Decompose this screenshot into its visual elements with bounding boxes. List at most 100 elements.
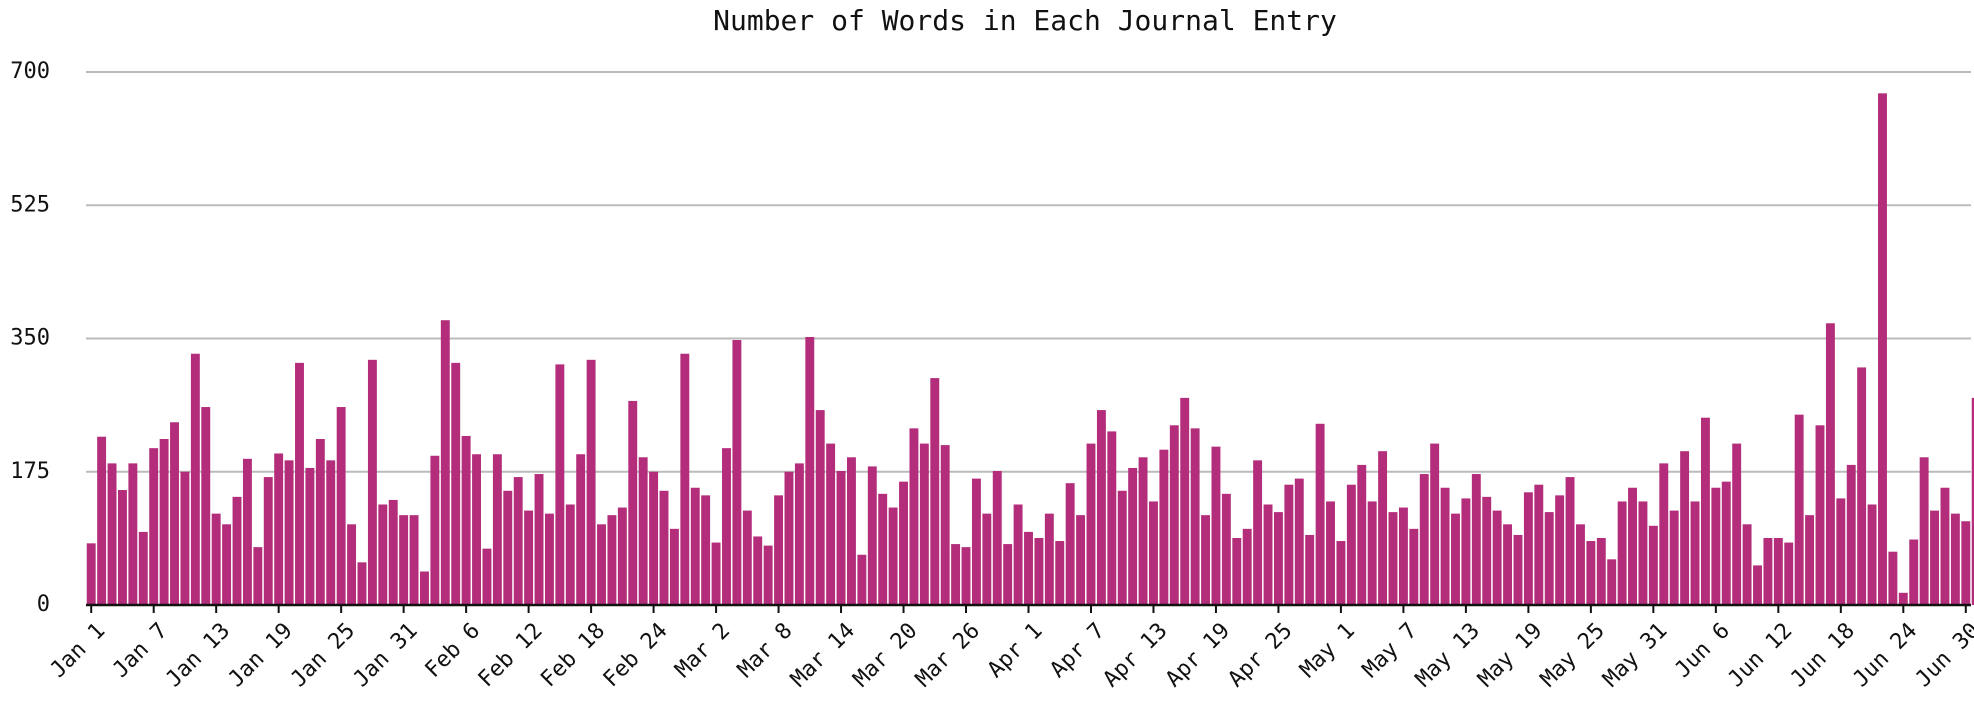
bar xyxy=(1190,428,1200,605)
bar xyxy=(846,457,856,605)
bar xyxy=(430,455,440,605)
bar xyxy=(669,528,679,605)
bar xyxy=(295,362,304,605)
bar xyxy=(711,542,721,605)
bar xyxy=(1617,501,1627,605)
bar xyxy=(878,493,888,605)
bar xyxy=(1909,539,1919,605)
bar xyxy=(1273,512,1283,605)
bar xyxy=(1211,446,1221,605)
bar xyxy=(690,487,700,605)
bar xyxy=(263,477,273,605)
bar xyxy=(1284,484,1294,605)
bar xyxy=(524,510,534,605)
bar xyxy=(888,507,898,605)
bar xyxy=(107,463,117,605)
bar xyxy=(1398,507,1408,605)
bar xyxy=(1784,542,1794,605)
bar xyxy=(1149,501,1158,605)
bar xyxy=(1232,537,1242,605)
bar xyxy=(1680,451,1690,605)
x-tick-label: Apr 1 xyxy=(983,618,1048,683)
bar xyxy=(680,353,690,605)
bar xyxy=(607,515,617,605)
bar xyxy=(1076,515,1086,605)
bar xyxy=(274,453,284,605)
bar xyxy=(586,359,596,605)
bar xyxy=(1576,524,1585,605)
x-tick-label: May 19 xyxy=(1474,618,1548,692)
bar xyxy=(1003,544,1013,605)
x-tick-label: May 25 xyxy=(1536,618,1610,692)
bar xyxy=(1419,474,1429,605)
bar xyxy=(1805,515,1815,605)
bar xyxy=(378,504,388,605)
bar xyxy=(1430,443,1440,605)
y-tick-label: 525 xyxy=(10,192,50,217)
bar xyxy=(284,460,294,605)
x-tick-label: May 1 xyxy=(1295,618,1360,683)
bar xyxy=(1180,397,1190,605)
bar xyxy=(409,515,419,605)
bar xyxy=(1242,528,1252,605)
x-tick-label: Feb 24 xyxy=(599,618,673,692)
bar xyxy=(420,571,429,605)
x-tick-label: Apr 19 xyxy=(1161,618,1235,692)
x-tick-label: Mar 20 xyxy=(849,618,923,692)
bar xyxy=(1201,515,1211,605)
bar xyxy=(1898,592,1908,605)
bar xyxy=(597,524,606,605)
bar xyxy=(1388,512,1398,605)
bar xyxy=(1096,410,1106,605)
bar xyxy=(982,513,992,605)
x-tick-label: Feb 12 xyxy=(474,618,548,692)
bar xyxy=(1742,524,1752,605)
bar xyxy=(1159,449,1169,605)
bar xyxy=(1607,559,1617,605)
bar xyxy=(1294,478,1304,605)
bar xyxy=(1555,495,1565,605)
bar xyxy=(784,471,794,605)
bar xyxy=(1700,417,1710,605)
bar xyxy=(451,362,461,605)
bar xyxy=(1711,487,1721,605)
bar xyxy=(1492,510,1502,605)
bar xyxy=(1961,521,1971,605)
x-tick-label: Jun 30 xyxy=(1911,618,1974,692)
bar xyxy=(1107,431,1117,605)
bar xyxy=(357,562,367,605)
bar xyxy=(222,524,232,605)
bar xyxy=(909,428,919,605)
bar xyxy=(1638,501,1648,605)
bar xyxy=(1596,537,1606,605)
bar xyxy=(1857,367,1867,605)
bar xyxy=(1263,504,1273,605)
bar xyxy=(347,524,357,605)
bar xyxy=(1315,423,1325,605)
x-tick-label: Apr 25 xyxy=(1224,618,1298,692)
bar xyxy=(1846,464,1856,605)
bar xyxy=(472,454,481,605)
bar xyxy=(1034,537,1044,605)
x-tick-label: Feb 18 xyxy=(536,618,610,692)
bar xyxy=(576,454,586,605)
bar xyxy=(1950,513,1960,605)
bar xyxy=(232,496,242,605)
bar xyxy=(1648,525,1658,605)
x-tick-label: Jan 13 xyxy=(161,618,235,692)
bar xyxy=(128,463,138,605)
bar xyxy=(138,531,148,605)
bar xyxy=(1523,492,1533,605)
bar xyxy=(180,471,190,605)
bar xyxy=(1253,460,1263,605)
bar xyxy=(951,544,961,605)
bar xyxy=(1326,501,1335,605)
bar xyxy=(1753,565,1762,605)
bar xyxy=(794,463,804,605)
bar xyxy=(1013,504,1023,605)
x-tick-label: Apr 13 xyxy=(1099,618,1173,692)
bar xyxy=(149,448,159,605)
bar xyxy=(1128,467,1138,605)
bar xyxy=(1659,463,1669,605)
bar xyxy=(1669,510,1679,605)
